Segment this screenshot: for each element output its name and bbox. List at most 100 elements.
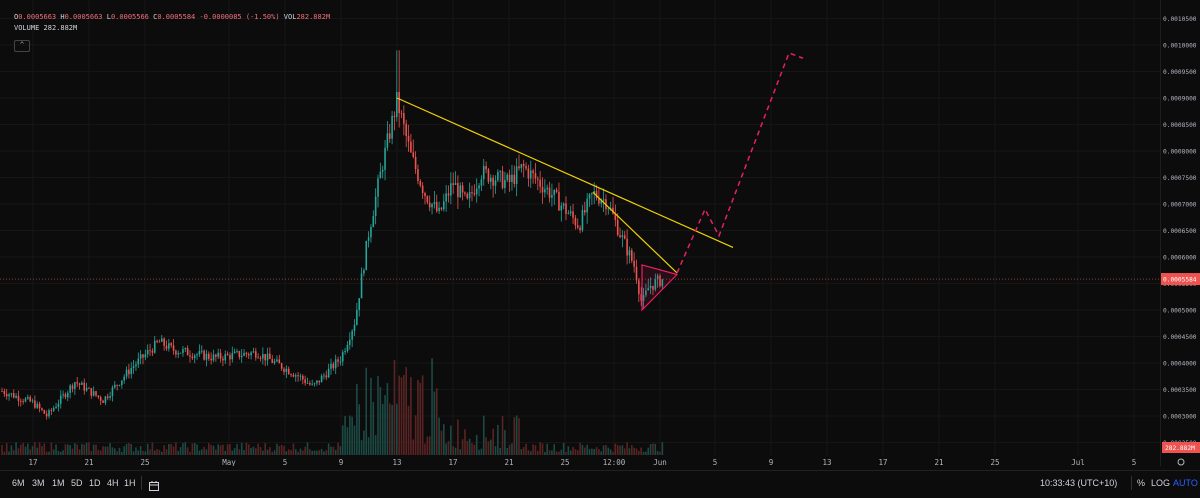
volume-bar: [255, 448, 257, 455]
volume-bar: [41, 446, 43, 455]
timeframe-1m[interactable]: 1M: [52, 478, 65, 488]
price-axis[interactable]: 0.0010500 0.0010000 0.0009500 0.0009000 0.00…: [1160, 0, 1200, 466]
candle-body: [273, 361, 276, 363]
candle-body: [520, 164, 523, 169]
timeframe-1h[interactable]: 1H: [124, 478, 136, 488]
candle-body: [22, 401, 24, 402]
candle-body: [346, 344, 349, 352]
calendar-range-icon[interactable]: [148, 477, 160, 496]
percent-toggle[interactable]: %: [1137, 478, 1146, 488]
candle-body: [330, 363, 332, 369]
volume-bar: [156, 449, 158, 455]
volume-bar: [356, 384, 358, 455]
volume-bar: [48, 451, 50, 455]
volume-bar: [605, 444, 607, 455]
volume-bar: [445, 443, 447, 455]
volume-bar: [562, 442, 565, 455]
price-tick-label: 0.0003000: [1163, 414, 1197, 421]
volume-bar: [633, 447, 635, 455]
volume-bar: [339, 446, 342, 455]
log-toggle[interactable]: LOG: [1151, 478, 1171, 488]
timeframe-4h[interactable]: 4H: [107, 478, 119, 488]
volume-bar: [71, 448, 74, 455]
volume-bar: [264, 443, 266, 455]
volume-bar: [90, 451, 93, 455]
volume-bar: [595, 447, 598, 455]
volume-bar: [269, 447, 271, 455]
candle-body: [165, 345, 168, 349]
volume-bar: [196, 444, 198, 455]
volume-bar: [576, 450, 579, 455]
candle-body: [485, 165, 487, 170]
candle-body: [642, 295, 645, 301]
volume-bar: [600, 451, 603, 455]
volume-bar: [114, 448, 116, 455]
chart-area[interactable]: 17 21 25 May 5 9 13 17 21 25 12:00 Jun 5 9 13 17 21 25 Jul…: [0, 0, 1160, 467]
candle-body: [182, 349, 184, 353]
volume-bar: [567, 446, 570, 455]
volume-bar: [130, 443, 133, 455]
candle-body: [198, 350, 201, 355]
low-value: 0.0005566: [110, 13, 149, 21]
candle-body: [414, 156, 417, 170]
volume-bar: [153, 450, 156, 455]
volume-bar: [649, 444, 652, 455]
chevron-up-icon[interactable]: ^: [14, 40, 30, 52]
candle-body: [81, 382, 83, 385]
candle-body: [490, 177, 492, 182]
volume-bar: [478, 449, 480, 455]
candle-body: [654, 279, 657, 290]
time-tick-label: 5: [1132, 458, 1137, 466]
volume-bar: [224, 450, 227, 455]
clock[interactable]: 10:33:43 (UTC+10): [1040, 478, 1118, 488]
price-chart[interactable]: 17 21 25 May 5 9 13 17 21 25 12:00 Jun 5 9 13 17 21 25 Jul…: [0, 0, 1160, 467]
volume-bar: [151, 442, 154, 455]
volume-bar: [370, 377, 372, 455]
timeframe-3m[interactable]: 3M: [32, 478, 45, 488]
candle-body: [64, 394, 67, 398]
candle-body: [236, 351, 238, 352]
time-tick-label: 9: [769, 458, 774, 466]
candle-body: [494, 180, 497, 186]
candle-body: [287, 368, 290, 375]
settings-icon: [1177, 458, 1185, 466]
volume-bar: [403, 375, 405, 455]
candle-body: [130, 368, 133, 375]
volume-bar: [158, 449, 161, 455]
candle-body: [344, 351, 346, 353]
candle-body: [511, 174, 513, 182]
auto-toggle[interactable]: AUTO: [1173, 478, 1198, 488]
volume-bar: [379, 387, 382, 455]
volume-bar: [325, 450, 328, 455]
volume-bar: [534, 445, 537, 455]
candle-body: [168, 343, 170, 349]
price-tick-label: 0.0008500: [1163, 122, 1197, 129]
price-scale[interactable]: 0.0010500 0.0010000 0.0009500 0.0009000 0.00…: [1161, 0, 1200, 466]
timeframe-5d[interactable]: 5D: [71, 478, 83, 488]
volume-bar: [518, 417, 520, 455]
price-tick-label: 0.0010500: [1163, 16, 1197, 23]
candle-body: [172, 345, 175, 351]
candle-body: [285, 368, 288, 372]
volume-bar: [374, 435, 377, 455]
volume-bar: [55, 444, 57, 455]
candle-body: [262, 354, 264, 359]
volume-bar: [15, 442, 17, 455]
volume-bar: [346, 427, 349, 455]
candle-body: [219, 352, 222, 359]
candle-body: [210, 358, 212, 361]
candle-body: [569, 211, 572, 214]
volume-bar: [417, 380, 419, 455]
volume-bar: [471, 443, 473, 455]
candle-body: [487, 169, 490, 182]
volume-bar: [165, 449, 168, 455]
candle-body: [88, 387, 90, 389]
volume-bar: [203, 446, 205, 455]
candle-body: [224, 354, 227, 361]
candle-body: [231, 353, 234, 360]
timeframe-1d[interactable]: 1D: [89, 478, 101, 488]
timeframe-6m[interactable]: 6M: [12, 478, 25, 488]
candle-body: [135, 364, 137, 367]
candle-body: [92, 391, 95, 396]
volume-bar: [135, 447, 137, 455]
